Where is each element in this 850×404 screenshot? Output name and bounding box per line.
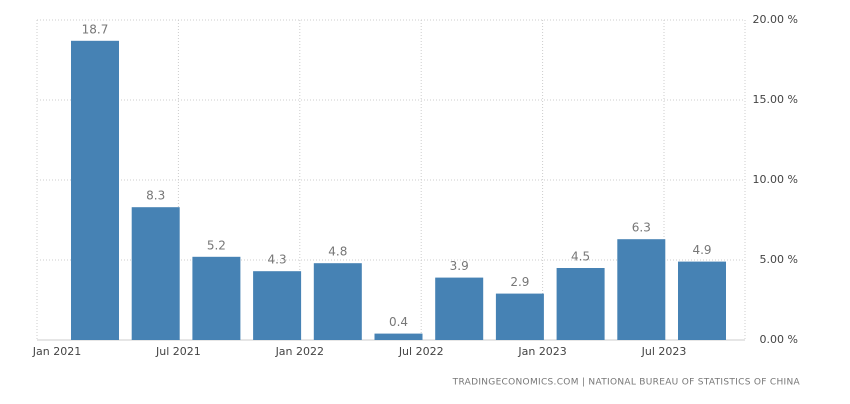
bar — [192, 256, 241, 340]
value-label: 4.5 — [571, 250, 590, 264]
value-label: 18.7 — [82, 22, 109, 36]
y-tick-label: 10.00 % — [753, 173, 798, 186]
y-tick-label: 15.00 % — [753, 93, 798, 106]
bar — [131, 207, 180, 340]
value-label: 5.2 — [207, 238, 226, 252]
bar — [617, 239, 666, 340]
x-tick-label: Jan 2021 — [32, 345, 81, 358]
bar — [71, 40, 119, 341]
x-tick-label: Jul 2021 — [155, 345, 201, 358]
x-tick-label: Jan 2023 — [517, 345, 566, 358]
bar — [435, 277, 484, 340]
value-label: 8.3 — [146, 189, 165, 203]
value-label: 4.3 — [268, 253, 287, 267]
value-label: 3.9 — [450, 259, 469, 273]
value-label: 4.9 — [692, 243, 711, 257]
value-label: 2.9 — [510, 275, 529, 289]
x-tick-label: Jul 2022 — [398, 345, 444, 358]
bar — [374, 333, 423, 340]
y-tick-label: 0.00 % — [760, 333, 798, 346]
x-tick-label: Jan 2022 — [275, 345, 324, 358]
source-note: TRADINGECONOMICS.COM | NATIONAL BUREAU O… — [452, 378, 801, 388]
bar — [678, 261, 726, 340]
bar — [253, 271, 302, 340]
bar — [556, 268, 605, 340]
bar — [495, 293, 544, 340]
y-tick-label: 20.00 % — [753, 13, 798, 26]
value-label: 4.8 — [328, 245, 347, 259]
value-label: 6.3 — [632, 221, 651, 235]
x-tick-label: Jul 2023 — [641, 345, 687, 358]
bar — [313, 263, 362, 340]
y-tick-label: 5.00 % — [760, 253, 798, 266]
value-label: 0.4 — [389, 315, 408, 329]
